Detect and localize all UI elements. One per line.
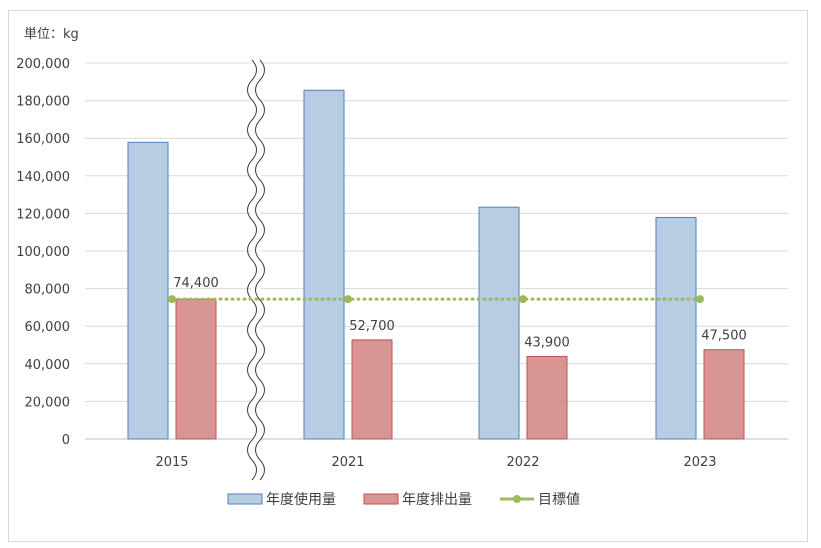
y-tick-label: 200,000 xyxy=(16,57,70,72)
legend-marker xyxy=(513,495,521,503)
axis-break xyxy=(247,59,265,481)
x-tick-label: 2015 xyxy=(155,455,188,470)
target-marker xyxy=(696,295,704,304)
data-label: 47,500 xyxy=(701,329,747,344)
x-tick-label: 2022 xyxy=(506,455,539,470)
axis-break-line xyxy=(255,59,265,481)
target-marker xyxy=(344,295,352,304)
legend-swatch xyxy=(227,493,263,505)
legend-label: 年度排出量 xyxy=(402,492,472,508)
data-label: 74,400 xyxy=(173,276,219,291)
bar-emission xyxy=(175,298,217,440)
y-tick-label: 20,000 xyxy=(25,395,71,410)
y-tick-label: 180,000 xyxy=(16,95,70,110)
bar-usage xyxy=(655,217,697,440)
y-tick-label: 80,000 xyxy=(25,283,71,298)
y-tick-label: 140,000 xyxy=(16,170,70,185)
x-axis-labels: 2015 2021 2022 2023 xyxy=(155,455,716,470)
x-tick-label: 2021 xyxy=(331,455,364,470)
y-tick-label: 120,000 xyxy=(16,207,70,222)
y-axis-ticks: 0 20,000 40,000 60,000 80,000 100,000 120,000 1… xyxy=(16,57,70,448)
bar-usage xyxy=(127,141,169,440)
unit-label: 単位：kg xyxy=(24,26,79,42)
x-tick-label: 2023 xyxy=(683,455,716,470)
y-tick-label: 0 xyxy=(62,433,70,448)
data-label: 43,900 xyxy=(524,335,570,350)
legend-swatch xyxy=(363,493,399,505)
target-marker xyxy=(519,295,527,304)
bars xyxy=(127,89,745,440)
target-marker xyxy=(168,295,176,304)
y-tick-label: 100,000 xyxy=(16,245,70,260)
y-tick-label: 60,000 xyxy=(25,320,71,335)
bar-emission xyxy=(526,355,568,440)
data-label: 52,700 xyxy=(349,319,395,334)
y-tick-label: 160,000 xyxy=(16,132,70,147)
legend-label: 目標値 xyxy=(538,492,580,508)
data-labels: 74,400 52,700 43,900 47,500 xyxy=(173,276,747,350)
legend: 年度使用量 年度排出量 目標値 xyxy=(227,491,580,508)
axis-break-line xyxy=(247,59,257,481)
bar-usage xyxy=(303,89,345,440)
target-line-layer xyxy=(168,295,704,304)
bar-emission xyxy=(351,339,393,440)
bar-usage xyxy=(478,206,520,440)
legend-label: 年度使用量 xyxy=(266,491,336,508)
bar-emission xyxy=(703,349,745,440)
y-tick-label: 40,000 xyxy=(25,358,71,373)
